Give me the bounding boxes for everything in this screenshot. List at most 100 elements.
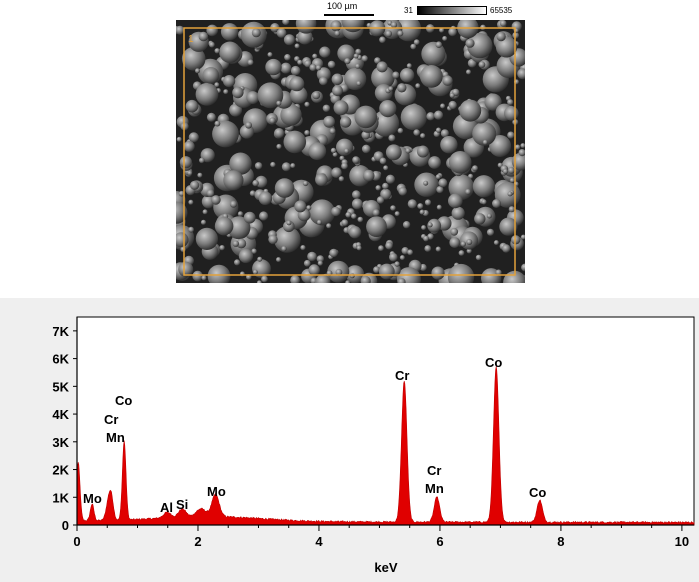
powder-particle (448, 151, 472, 174)
powder-particle (236, 238, 247, 249)
powder-particle (300, 245, 306, 251)
powder-particle (385, 30, 392, 38)
powder-particle (520, 143, 525, 149)
powder-particle (355, 48, 362, 55)
powder-particle (521, 263, 525, 272)
y-tick-label: 3K (52, 435, 69, 450)
powder-particles (176, 20, 525, 283)
powder-particle (362, 169, 375, 182)
powder-particle (450, 227, 459, 236)
powder-particle (269, 117, 276, 124)
powder-particle (214, 82, 220, 88)
powder-particle (420, 65, 443, 88)
powder-particle (187, 170, 193, 176)
powder-particle (448, 193, 463, 209)
powder-particle (486, 228, 495, 236)
powder-particle (504, 106, 519, 121)
powder-particle (397, 278, 406, 283)
powder-particle (276, 28, 287, 38)
powder-particle (254, 162, 263, 170)
powder-particle (206, 112, 216, 122)
powder-particle (351, 198, 363, 210)
powder-particle (355, 63, 361, 69)
powder-particle (509, 177, 515, 183)
powder-particle (439, 27, 445, 33)
peak-label-co-l: Co (115, 393, 132, 408)
powder-particle (332, 152, 338, 157)
powder-particle (219, 245, 225, 251)
roi-frame[interactable] (183, 27, 516, 276)
powder-particle (188, 226, 194, 233)
powder-particle (440, 129, 449, 138)
powder-particle (356, 245, 362, 251)
powder-particle (246, 91, 260, 105)
powder-particle (281, 246, 287, 252)
powder-particle (436, 204, 442, 210)
powder-particle (270, 161, 276, 168)
powder-particle (286, 220, 292, 226)
powder-particle (428, 156, 441, 169)
powder-particle (195, 227, 218, 250)
powder-particle (345, 265, 365, 283)
powder-particle (312, 53, 318, 59)
powder-particle (379, 157, 387, 165)
powder-particle (220, 23, 239, 41)
powder-particle (379, 100, 397, 118)
powder-particle (200, 148, 215, 163)
powder-particle (378, 263, 395, 280)
powder-particle (317, 260, 323, 266)
powder-particle (207, 264, 231, 283)
peak-label-co-kb: Co (529, 485, 546, 500)
y-tick-label: 6K (52, 352, 69, 367)
powder-particle (388, 134, 396, 142)
powder-particle (176, 232, 189, 248)
powder-particle (374, 57, 381, 64)
powder-particle (197, 172, 203, 178)
powder-particle (259, 211, 269, 221)
powder-particle (178, 190, 185, 197)
powder-particle (176, 25, 185, 35)
powder-particle (333, 100, 349, 116)
powder-particle (209, 41, 215, 48)
powder-particle (503, 270, 525, 283)
powder-particle (195, 68, 200, 74)
powder-particle (511, 21, 522, 32)
peak-label-al: Al (160, 500, 173, 515)
x-axis-title: keV (374, 560, 397, 575)
spectrum-fill (76, 366, 695, 526)
powder-particle (312, 91, 321, 100)
powder-particle (413, 39, 420, 46)
powder-particle (495, 269, 502, 276)
powder-particle (520, 234, 525, 240)
powder-particle (405, 148, 411, 154)
powder-particle (433, 110, 444, 120)
powder-particle (219, 41, 241, 63)
powder-particle (466, 239, 473, 245)
powder-particle (211, 195, 221, 205)
powder-particle (474, 213, 486, 225)
powder-particle (309, 63, 317, 72)
powder-particle (308, 142, 327, 161)
powder-particle (466, 248, 472, 254)
powder-particle (413, 129, 420, 136)
powder-particle (427, 222, 433, 228)
powder-particle (407, 249, 413, 256)
powder-particle (493, 240, 499, 246)
powder-particle (489, 135, 512, 157)
powder-particle (309, 199, 336, 226)
powder-particle (195, 82, 219, 106)
powder-particle (329, 128, 336, 135)
peak-label-mn-l: Mn (106, 430, 125, 445)
powder-particle (335, 268, 343, 276)
peak-label-cr-ka: Cr (395, 368, 409, 383)
powder-particle (232, 86, 244, 99)
powder-particle (507, 131, 515, 139)
powder-particle (289, 76, 305, 92)
powder-particle (467, 32, 493, 59)
plot-area (76, 316, 695, 526)
powder-particle (341, 20, 365, 33)
powder-particle (267, 52, 273, 58)
powder-particle (406, 63, 412, 69)
powder-particle (502, 244, 511, 253)
